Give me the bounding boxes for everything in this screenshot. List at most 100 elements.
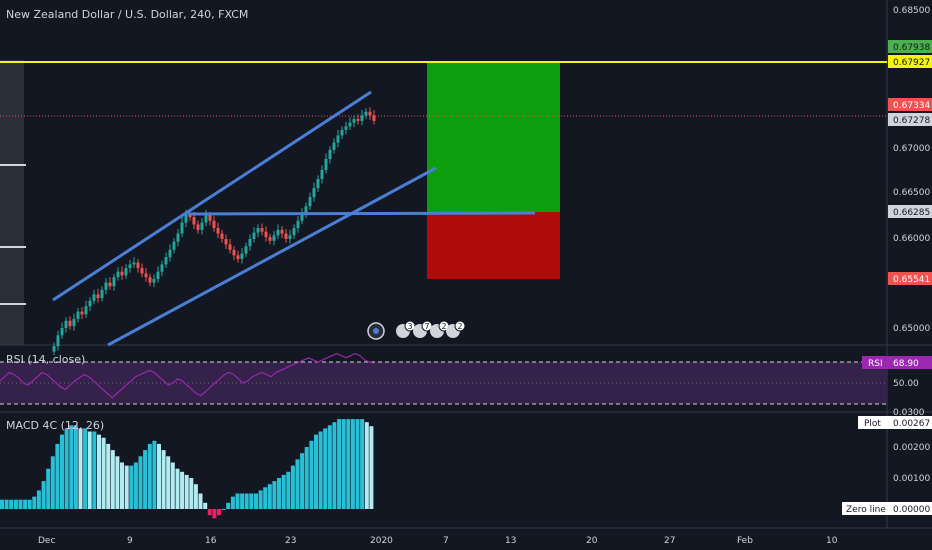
macd-bar <box>277 478 281 509</box>
macd-bar <box>198 493 203 509</box>
macd-bar <box>332 422 337 509</box>
price-tick: 0.65000 <box>893 324 930 334</box>
event-count-1: 3 <box>407 322 412 331</box>
candle-body <box>348 122 352 127</box>
candle-body <box>248 238 252 247</box>
time-tick: 10 <box>826 536 838 546</box>
candle-body <box>268 237 272 241</box>
candle-body <box>116 271 120 278</box>
candle-body <box>212 220 216 229</box>
macd-bar <box>157 443 161 509</box>
time-tick: 16 <box>205 536 217 546</box>
time-axis[interactable]: Dec 9 16 23 2020 7 13 20 27 Feb 10 <box>38 536 838 546</box>
candle-body <box>124 268 128 276</box>
zero-line-label: Zero line <box>846 505 886 515</box>
macd-bar <box>212 509 217 519</box>
candle-body <box>360 115 364 121</box>
resistance-line[interactable] <box>187 211 536 216</box>
take-profit-value: 0.67938 <box>893 43 930 53</box>
macd-bar <box>50 456 55 509</box>
candle-body <box>104 282 108 290</box>
macd-bar <box>129 465 134 509</box>
candle-body <box>328 149 332 160</box>
macd-bar <box>230 496 235 509</box>
candle-body <box>168 249 172 258</box>
candle-body <box>172 241 176 250</box>
profit-zone[interactable] <box>427 62 560 212</box>
zero-line-value: 0.00000 <box>893 505 930 515</box>
macd-tick: 0.00200 <box>893 443 930 453</box>
candle-body <box>160 264 164 272</box>
macd-bar <box>87 431 92 509</box>
macd-bar <box>309 440 314 509</box>
macd-bar <box>323 428 328 509</box>
left-toolbar-strip <box>0 60 24 345</box>
price-axis[interactable]: 0.68500 0.67000 0.66500 0.66000 0.65000 <box>893 6 930 334</box>
rsi-tag-value: 68.90 <box>893 359 919 369</box>
macd-bar <box>36 490 41 509</box>
macd-bar <box>314 434 318 509</box>
candle-body <box>340 129 344 136</box>
candle-body <box>176 233 180 242</box>
candle-body <box>88 300 92 307</box>
macd-bar <box>240 493 245 509</box>
candle-body <box>152 278 156 283</box>
macd-bar <box>318 431 323 509</box>
macd-bar <box>295 459 300 509</box>
loss-zone[interactable] <box>427 212 560 279</box>
channel-upper-line[interactable] <box>52 90 372 302</box>
macd-plot-tag <box>858 416 889 429</box>
macd-bar <box>110 450 115 509</box>
candle-body <box>240 253 244 259</box>
candle-body <box>220 233 224 239</box>
candle-body <box>304 206 308 214</box>
macd-bar <box>4 499 9 509</box>
time-tick: 23 <box>285 536 296 546</box>
macd-bar <box>0 499 4 509</box>
candle-body <box>296 220 300 229</box>
macd-bar <box>55 443 60 509</box>
macd-plot-value-tag <box>888 416 932 429</box>
event-badge[interactable]: 2 <box>446 320 466 338</box>
economic-events[interactable]: 3 7 2 2 <box>367 320 466 340</box>
rsi-band <box>0 362 887 404</box>
candle-body <box>316 178 320 189</box>
macd-bar <box>184 474 189 509</box>
macd-bar <box>41 481 46 509</box>
price-labels: 0.67938 0.67927 0.67334 0.67278 0.66285 … <box>888 40 932 285</box>
candle-body <box>252 232 256 239</box>
macd-bar <box>369 426 374 509</box>
rsi-value-tag <box>862 356 932 369</box>
macd-label: MACD 4C (12, 26) <box>6 419 104 432</box>
macd-bar <box>180 471 185 509</box>
candle-body <box>372 115 376 121</box>
candle-body <box>52 346 56 352</box>
stop-loss-tag <box>888 272 932 285</box>
entry-tag <box>888 205 932 218</box>
rsi-tick: 50.00 <box>893 379 919 389</box>
candle-body <box>288 235 292 239</box>
macd-bar <box>221 509 226 510</box>
event-badge[interactable]: 3 <box>396 320 416 338</box>
last-price-tag <box>888 98 932 111</box>
macd-bar <box>64 428 69 509</box>
channel-lower-line[interactable] <box>107 166 437 347</box>
macd-bar <box>13 499 18 509</box>
macd-bar <box>235 493 240 509</box>
macd-bar <box>9 499 14 509</box>
candle-body <box>228 244 232 250</box>
candle-body <box>148 277 152 283</box>
candle-body <box>284 233 288 239</box>
time-tick: 7 <box>443 536 449 546</box>
macd-bar <box>203 502 208 509</box>
candle-body <box>256 228 260 233</box>
macd-plot-value: 0.00267 <box>893 419 930 429</box>
macd-bar <box>254 493 258 509</box>
candle-body <box>352 119 356 123</box>
candle-body <box>108 282 112 287</box>
candle-body <box>192 217 196 225</box>
candle-body <box>196 224 200 230</box>
time-tick: 27 <box>664 536 675 546</box>
event-badge[interactable]: 7 <box>413 320 433 338</box>
